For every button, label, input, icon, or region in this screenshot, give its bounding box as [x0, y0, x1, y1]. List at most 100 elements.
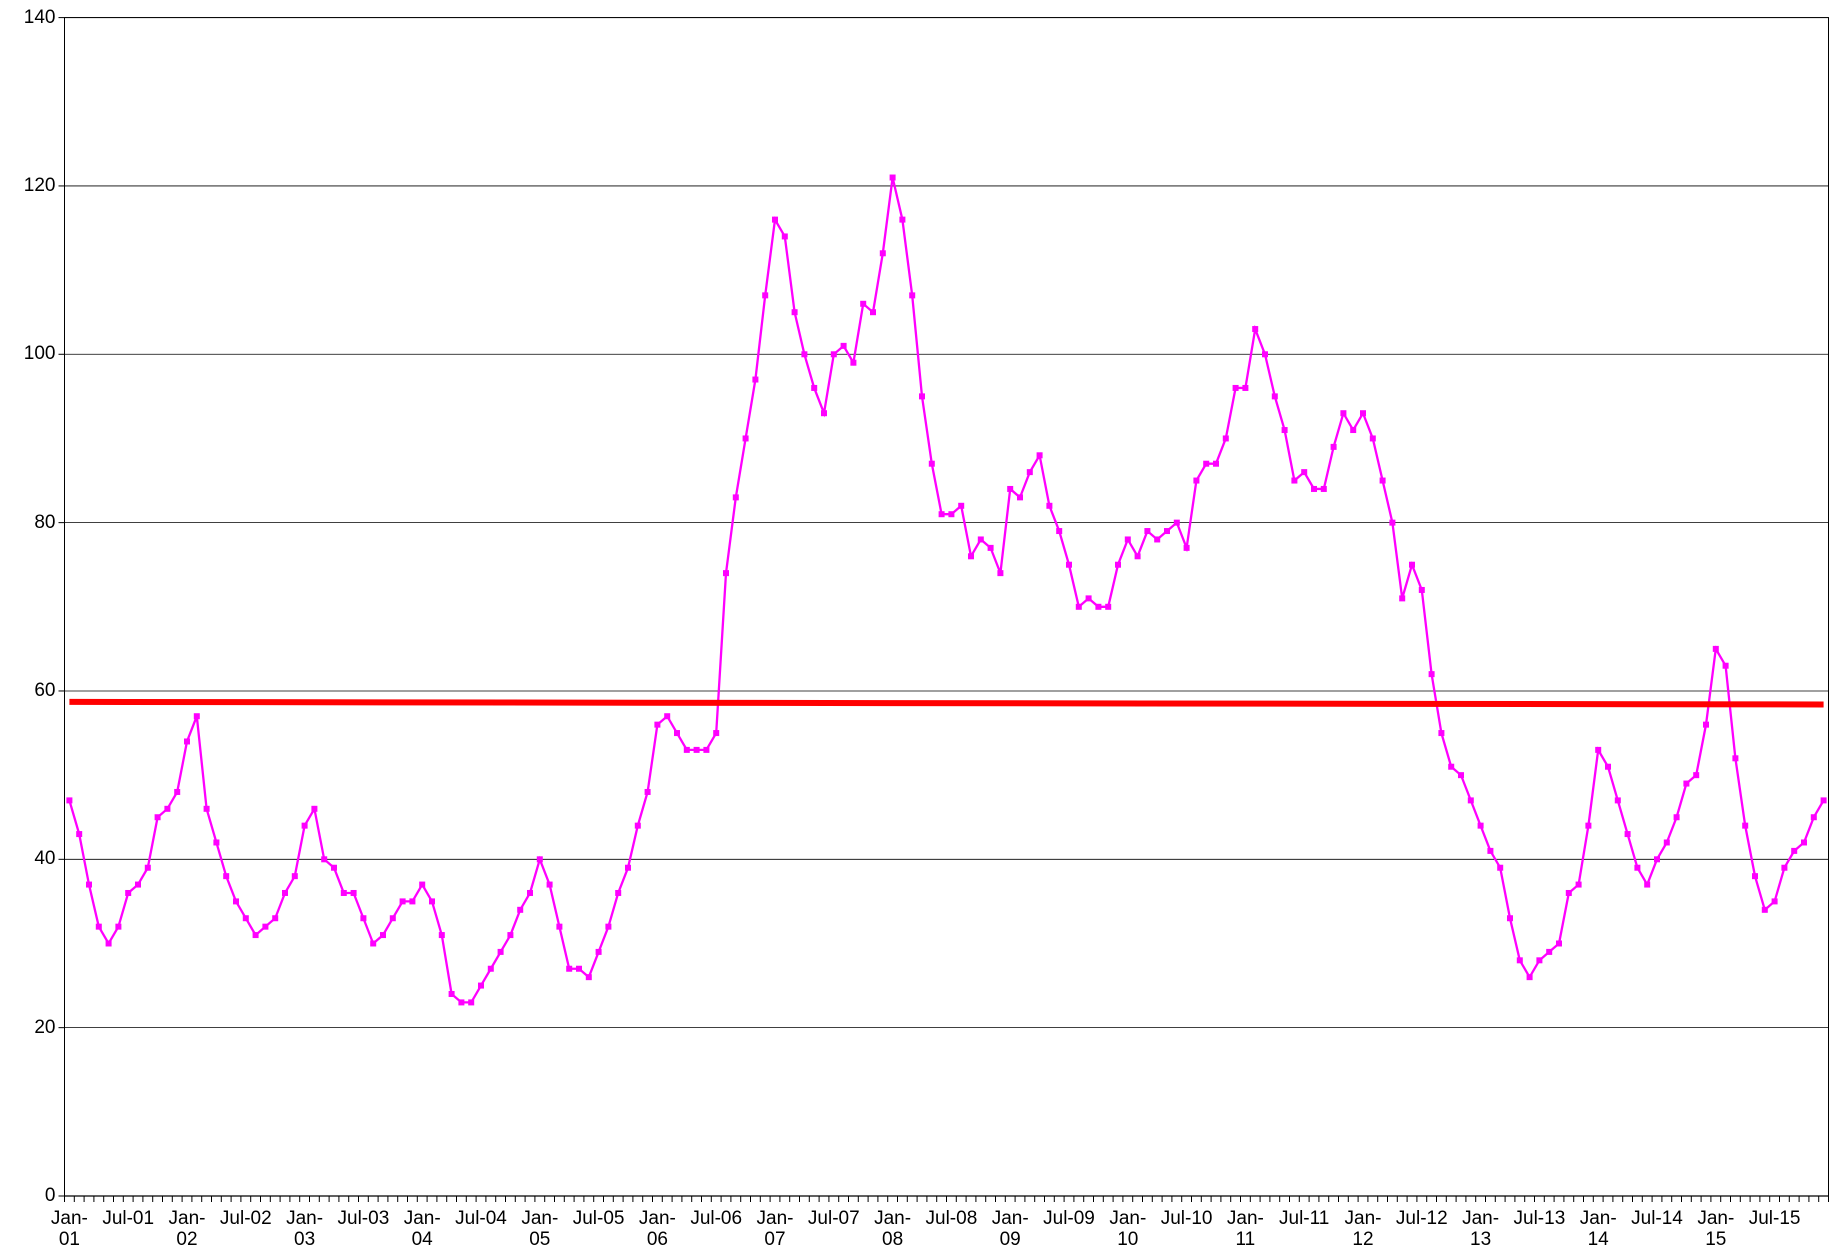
data-point — [1320, 485, 1327, 492]
data-point — [1213, 460, 1219, 467]
data-point — [1242, 384, 1249, 391]
data-point — [1791, 847, 1798, 854]
data-point — [135, 881, 141, 888]
data-point — [507, 932, 514, 939]
data-point — [1340, 410, 1347, 417]
data-point — [144, 864, 151, 871]
data-point — [1644, 881, 1651, 888]
data-point — [1771, 898, 1778, 905]
data-point — [1810, 814, 1817, 821]
x-tick-label: Jan-05 — [521, 1208, 559, 1250]
data-point — [654, 721, 661, 728]
x-tick-label: Jan-14 — [1579, 1208, 1617, 1250]
data-point — [1232, 384, 1239, 391]
data-point — [1183, 544, 1190, 551]
data-point — [1105, 603, 1112, 610]
data-point — [1722, 662, 1729, 669]
x-tick-label: Jan-02 — [168, 1208, 206, 1250]
data-point — [1311, 485, 1317, 492]
data-point — [184, 738, 190, 745]
data-point — [370, 940, 377, 947]
data-point — [566, 965, 573, 972]
data-point — [203, 805, 210, 812]
data-point — [556, 923, 563, 930]
data-point — [1007, 485, 1014, 492]
data-point — [1409, 561, 1415, 568]
data-point — [213, 839, 220, 846]
x-tick-label: Jul-11 — [1279, 1208, 1330, 1229]
data-point — [840, 342, 847, 349]
data-point — [193, 713, 200, 720]
data-point — [1516, 957, 1523, 964]
data-point — [1752, 873, 1758, 880]
data-point — [772, 216, 778, 223]
data-point — [1801, 839, 1807, 846]
data-point — [928, 460, 935, 467]
data-point — [958, 502, 965, 509]
data-point — [174, 788, 181, 795]
data-point — [125, 889, 132, 896]
y-tick-label: 60 — [34, 679, 56, 701]
data-point — [291, 873, 298, 880]
data-point — [242, 915, 249, 922]
data-point — [1095, 603, 1102, 610]
data-point — [1271, 393, 1278, 400]
data-point — [360, 915, 367, 922]
data-point — [1428, 671, 1435, 678]
x-tick-label: Jul-09 — [1043, 1208, 1095, 1229]
x-tick-label: Jul-15 — [1748, 1208, 1801, 1229]
data-point — [987, 544, 994, 551]
data-point — [1173, 519, 1180, 526]
data-point — [1703, 721, 1709, 728]
data-point — [1634, 864, 1641, 871]
x-tick-label: Jul-02 — [219, 1208, 272, 1229]
data-point — [1164, 528, 1170, 535]
data-point — [321, 856, 328, 863]
data-point — [1683, 780, 1690, 787]
data-point — [1115, 561, 1121, 568]
data-point — [644, 788, 651, 795]
x-tick-label: Jan-03 — [286, 1208, 324, 1250]
data-point — [497, 948, 504, 955]
data-point — [742, 435, 749, 442]
reference-line — [69, 698, 1824, 708]
data-point — [95, 923, 102, 930]
data-point — [1438, 730, 1445, 737]
data-point — [262, 923, 269, 930]
data-point — [634, 822, 641, 829]
x-tick-label: Jan-09 — [991, 1208, 1029, 1250]
data-point — [76, 831, 83, 838]
y-tick-label: 100 — [23, 343, 56, 365]
data-point — [409, 898, 416, 905]
data-point — [781, 233, 788, 240]
data-point — [1134, 553, 1141, 560]
data-point — [340, 889, 347, 896]
data-point — [1673, 814, 1680, 821]
data-point — [576, 965, 582, 972]
data-point — [1085, 595, 1092, 602]
data-point — [282, 889, 288, 896]
data-point — [1281, 427, 1288, 434]
data-point — [1330, 443, 1337, 450]
data-point — [1379, 477, 1386, 484]
data-point — [909, 292, 916, 299]
x-tick-label: Jan-04 — [403, 1208, 441, 1250]
data-point — [1222, 435, 1229, 442]
data-point — [968, 553, 974, 560]
y-tick-label: 40 — [34, 848, 56, 870]
data-point — [1026, 469, 1033, 476]
data-point — [1556, 940, 1562, 947]
x-tick-label: Jul-10 — [1160, 1208, 1213, 1229]
data-point — [389, 915, 396, 922]
data-point — [1536, 957, 1543, 964]
y-tick-label: 0 — [44, 1185, 56, 1206]
data-point — [713, 730, 720, 737]
x-tick-label: Jul-13 — [1513, 1208, 1566, 1229]
data-point — [1614, 797, 1621, 804]
data-point — [438, 932, 445, 939]
data-point — [752, 376, 759, 383]
data-point — [331, 864, 337, 871]
x-tick-label: Jul-12 — [1395, 1208, 1448, 1229]
data-point — [811, 384, 818, 391]
